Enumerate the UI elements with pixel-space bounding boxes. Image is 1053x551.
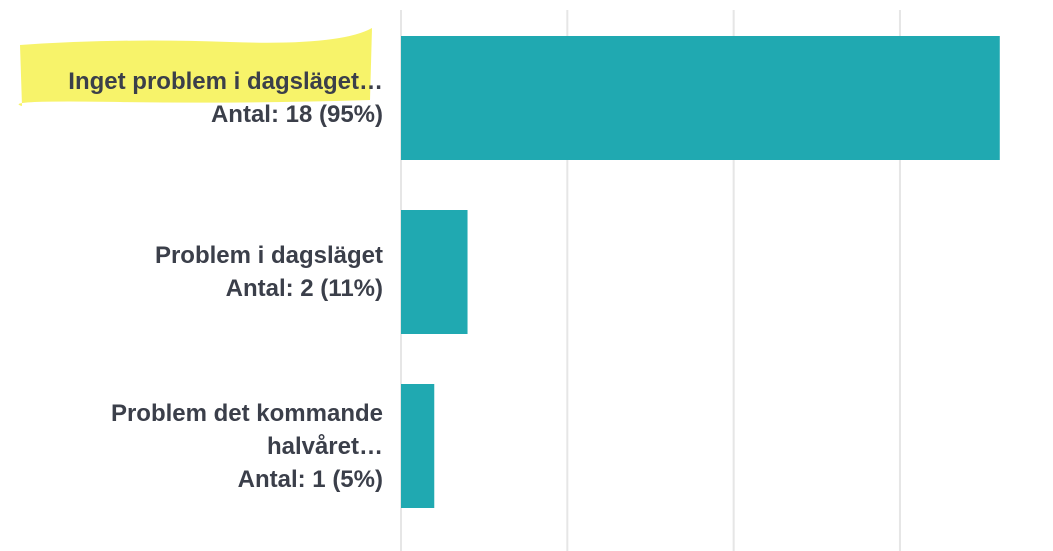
category-label-block: Problem i dagsläget Antal: 2 (11%) [23, 239, 383, 305]
bar [401, 36, 1000, 160]
category-label-block: Problem det kommande halvåret… Antal: 1 (… [23, 397, 383, 496]
value-label: Antal: 18 (95%) [210, 101, 383, 128]
highlight [18, 28, 372, 106]
category-label: Inget problem i dagsläget… [68, 68, 383, 95]
category-label: Problem i dagsläget [154, 242, 383, 269]
value-label: Antal: 1 (5%) [237, 465, 383, 493]
bar [401, 384, 435, 508]
bar [401, 210, 468, 334]
category-label: Problem det kommande halvåret… [110, 399, 383, 460]
category-label-block: Inget problem i dagsläget… Antal: 18 (95%… [23, 65, 383, 131]
value-label: Antal: 2 (11%) [225, 275, 383, 302]
